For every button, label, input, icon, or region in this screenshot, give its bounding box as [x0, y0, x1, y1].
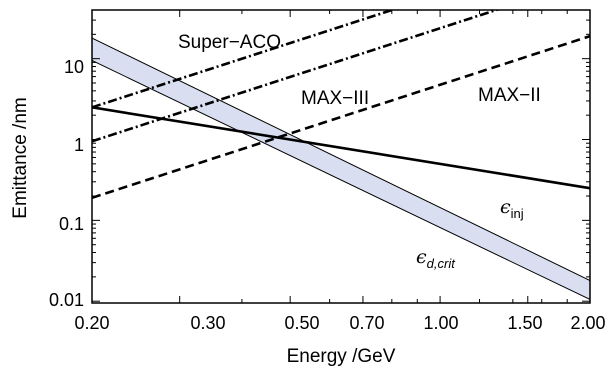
max-ii-line: [92, 34, 590, 200]
super-aco-label: Super−ACO: [178, 32, 281, 53]
x-tick-label-0: 0.20: [74, 313, 109, 333]
max-ii-label: MAX−II: [478, 85, 541, 106]
plot-area: [92, 10, 590, 301]
series-lines: [92, 10, 590, 200]
plot-frame: [91, 9, 591, 304]
epsilon-dcrit-symbol: ϵ: [416, 246, 427, 268]
x-tick-label-6: 2.00: [570, 313, 605, 333]
super-aco-line: [92, 10, 397, 109]
x-tick-label-2: 0.50: [284, 313, 319, 333]
critical-emittance-band: [92, 37, 590, 301]
epsilon-inj-symbol: ϵ: [500, 196, 511, 218]
x-tick-label-1: 0.30: [190, 313, 225, 333]
max-iii-label: MAX−III: [301, 88, 369, 109]
x-tick-label-4: 1.00: [423, 313, 458, 333]
y-tick-label-3: 10: [64, 57, 84, 77]
y-axis-title: Emittance /nm: [10, 97, 31, 218]
y-tick-label-2: 1: [74, 135, 84, 155]
epsilon-dcrit-label: ϵd,crit: [416, 246, 456, 271]
epsilon-inj-label: ϵinj: [500, 196, 524, 221]
band-fill: [92, 37, 590, 301]
axis-ticks: [91, 9, 591, 303]
x-tick-label-5: 1.50: [507, 313, 542, 333]
x-tick-label-3: 0.70: [349, 313, 384, 333]
epsilon-dcrit-subscript: d,crit: [427, 256, 457, 271]
x-axis-title: Energy /GeV: [287, 346, 396, 367]
max-iii-line: [92, 10, 501, 143]
y-tick-label-1: 0.1: [59, 214, 84, 234]
y-tick-label-0: 0.01: [49, 290, 84, 310]
epsilon-inj-subscript: inj: [511, 206, 524, 221]
epsilon-inj-line: [92, 106, 590, 190]
